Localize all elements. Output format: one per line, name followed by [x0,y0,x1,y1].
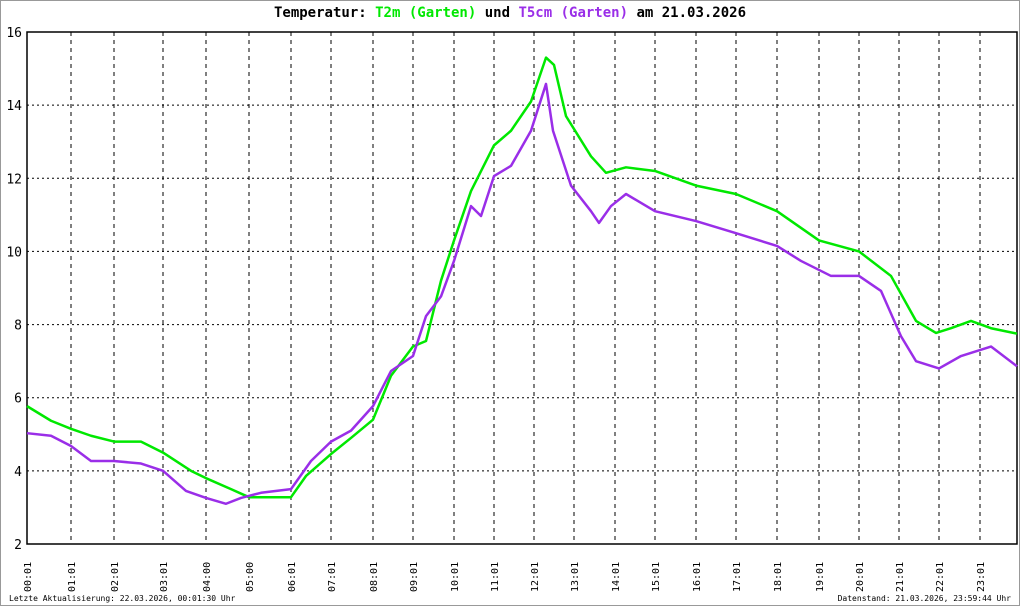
x-tick-label: 07:01 [327,562,338,592]
x-tick-label: 16:01 [692,562,703,592]
last-update: Letzte Aktualisierung: 22.03.2026, 00:01… [9,594,236,603]
series-line-t5cm [26,82,1018,506]
x-tick-label: 11:01 [490,562,501,592]
x-tick-label: 01:01 [67,562,78,592]
y-tick-label: 6 [14,392,22,407]
x-tick-label: 06:01 [287,562,298,592]
x-tick-label: 14:01 [611,562,622,592]
x-tick-label: 03:01 [159,562,170,592]
plot-frame [26,31,1018,545]
title-prefix: Temperatur: [273,5,376,21]
x-tick-label: 08:01 [369,562,380,592]
y-tick-label: 14 [6,99,22,114]
x-tick-label: 00:01 [23,562,34,592]
data-timestamp: Datenstand: 21.03.2026, 23:59:44 Uhr [837,594,1011,603]
x-tick-label: 23:01 [976,562,987,592]
x-tick-label: 13:01 [570,562,581,592]
x-tick-label: 22:01 [935,562,946,592]
x-tick-label: 17:01 [732,562,743,592]
y-tick-label: 16 [6,26,22,41]
series-line-t2m [26,56,1018,499]
x-tick-label: 12:01 [530,562,541,592]
x-tick-label: 21:01 [895,562,906,592]
y-tick-label: 8 [14,319,22,334]
legend-t2m: T2m (Garten) [375,5,477,21]
y-tick-label: 2 [14,538,22,553]
legend-t5cm: T5cm (Garten) [518,5,629,21]
x-tick-label: 15:01 [651,562,662,592]
x-tick-label: 19:01 [815,562,826,592]
x-tick-label: 05:00 [245,562,256,592]
y-tick-label: 12 [6,172,22,187]
x-tick-label: 04:00 [202,562,213,592]
y-tick-label: 4 [14,465,22,480]
title-date: am 21.03.2026 [628,5,747,21]
y-tick-label: 10 [6,245,22,260]
x-tick-label: 20:01 [855,562,866,592]
x-tick-label: 02:01 [110,562,121,592]
x-tick-label: 10:01 [450,562,461,592]
x-tick-label: 18:01 [773,562,784,592]
title-mid: und [476,5,519,21]
x-tick-label: 09:01 [409,562,420,592]
chart-title: Temperatur: T2m (Garten) und T5cm (Garte… [1,5,1019,21]
